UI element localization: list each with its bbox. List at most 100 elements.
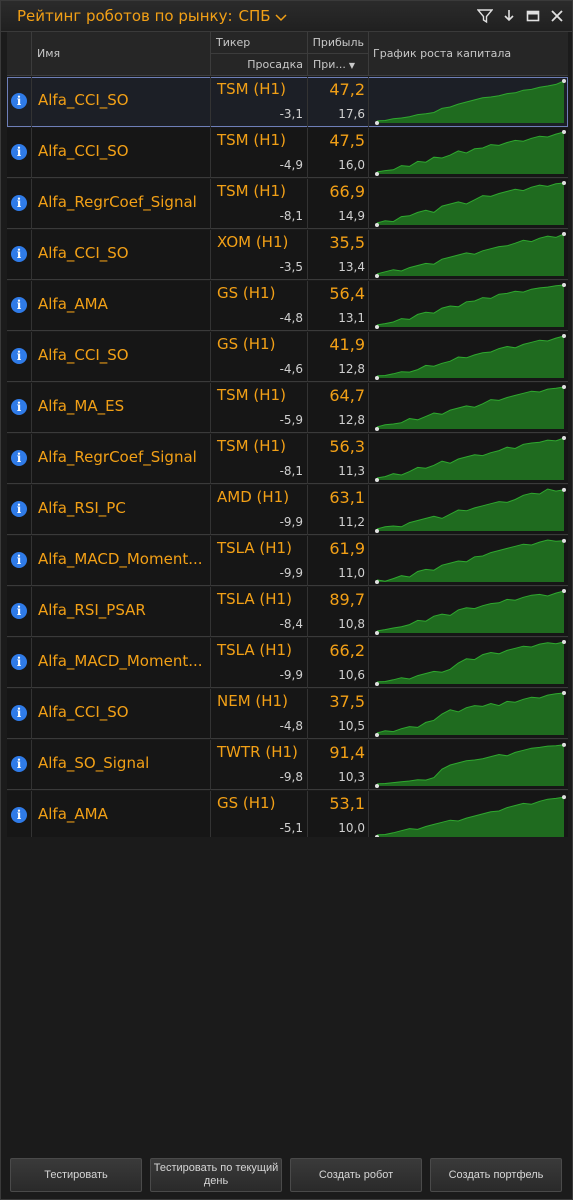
table-row[interactable]: i Alfa_SO_Signal TWTR (H1) -9,8 91,4 10,3: [7, 740, 568, 790]
info-icon[interactable]: i: [11, 195, 27, 211]
equity-area: [377, 183, 564, 225]
test-button[interactable]: Тестировать: [10, 1158, 142, 1192]
cell-divider: [368, 434, 369, 484]
equity-line: [376, 386, 565, 428]
drawdown-value: -4,8: [279, 719, 303, 733]
table-row[interactable]: i Alfa_CCI_SO NEM (H1) -4,8 37,5 10,5: [7, 689, 568, 739]
ticker: TSM (H1): [217, 182, 286, 200]
cell-divider: [210, 638, 211, 688]
equity-line: [376, 692, 565, 734]
chart-end-dot: [562, 385, 566, 389]
cell-divider: [31, 791, 32, 841]
header-divider: [31, 32, 32, 76]
chart-start-dot: [375, 733, 379, 737]
chart-end-dot: [562, 640, 566, 644]
info-icon[interactable]: i: [11, 756, 27, 772]
cell-divider: [210, 740, 211, 790]
drawdown-value: -4,6: [279, 362, 303, 376]
profit-value: 35,5: [329, 233, 365, 252]
info-icon[interactable]: i: [11, 705, 27, 721]
column-header-chart[interactable]: График роста капитала: [373, 47, 512, 60]
table-row[interactable]: i Alfa_RSI_PC AMD (H1) -9,9 63,1 11,2: [7, 485, 568, 535]
create-portfolio-button[interactable]: Создать портфель: [430, 1158, 562, 1192]
cell-divider: [31, 332, 32, 382]
table-row[interactable]: i Alfa_RSI_PSAR TSLA (H1) -8,4 89,7 10,8: [7, 587, 568, 637]
window-title: Рейтинг роботов по рынку: СПБ: [17, 7, 287, 26]
robot-name: Alfa_RegrCoef_Signal: [38, 448, 197, 466]
cell-divider: [368, 230, 369, 280]
ticker: GS (H1): [217, 284, 276, 302]
sort-column-value: 12,8: [338, 413, 365, 427]
info-icon[interactable]: i: [11, 93, 27, 109]
table-row[interactable]: i Alfa_MACD_Moment... TSLA (H1) -9,9 61,9 11,…: [7, 536, 568, 586]
info-icon[interactable]: i: [11, 654, 27, 670]
market-label: СПБ: [238, 7, 271, 25]
ticker: TSM (H1): [217, 80, 286, 98]
equity-area: [377, 132, 564, 174]
info-icon[interactable]: i: [11, 348, 27, 364]
cell-divider: [307, 536, 308, 586]
drawdown-value: -3,5: [279, 260, 303, 274]
chart-start-dot: [375, 325, 379, 329]
capital-growth-chart: [375, 436, 566, 482]
ticker: TSLA (H1): [217, 590, 292, 608]
table-row[interactable]: i Alfa_MACD_Moment... TSLA (H1) -9,9 66,2 10,…: [7, 638, 568, 688]
capital-growth-chart: [375, 283, 566, 329]
table-row[interactable]: i Alfa_RegrCoef_Signal TSM (H1) -8,1 66,9 14,…: [7, 179, 568, 229]
table-row[interactable]: i Alfa_MA_ES TSM (H1) -5,9 64,7 12,8: [7, 383, 568, 433]
cell-divider: [307, 179, 308, 229]
equity-area: [377, 81, 564, 123]
capital-growth-chart: [375, 385, 566, 431]
market-selector[interactable]: СПБ: [239, 7, 287, 25]
table-row[interactable]: i Alfa_CCI_SO GS (H1) -4,6 41,9 12,8: [7, 332, 568, 382]
sort-column-value: 10,8: [338, 617, 365, 631]
table-row[interactable]: i Alfa_CCI_SO TSM (H1) -4,9 47,5 16,0: [7, 128, 568, 178]
cell-divider: [31, 77, 32, 127]
info-icon[interactable]: i: [11, 246, 27, 262]
equity-line: [376, 182, 565, 224]
cell-divider: [31, 230, 32, 280]
chart-start-dot: [375, 682, 379, 686]
drawdown-value: -9,8: [279, 770, 303, 784]
ticker: XOM (H1): [217, 233, 289, 251]
close-icon[interactable]: [548, 7, 566, 25]
table-row[interactable]: i Alfa_CCI_SO TSM (H1) -3,1 47,2 17,6: [7, 77, 568, 127]
chart-start-dot: [375, 223, 379, 227]
cell-divider: [368, 689, 369, 739]
column-header-name[interactable]: Имя: [37, 47, 61, 60]
filter-icon[interactable]: [476, 7, 494, 25]
info-icon[interactable]: i: [11, 450, 27, 466]
cell-divider: [368, 485, 369, 535]
column-header-sort[interactable]: При... ▼: [313, 58, 355, 71]
info-icon[interactable]: i: [11, 297, 27, 313]
column-header-profit[interactable]: Прибыль: [312, 36, 364, 49]
sort-column-value: 13,4: [338, 260, 365, 274]
info-icon[interactable]: i: [11, 603, 27, 619]
cell-divider: [31, 689, 32, 739]
table-row[interactable]: i Alfa_RegrCoef_Signal TSM (H1) -8,1 56,3 11,…: [7, 434, 568, 484]
table-empty-area: [7, 837, 568, 1147]
table-row[interactable]: i Alfa_AMA GS (H1) -5,1 53,1 10,0: [7, 791, 568, 841]
title-bar: Рейтинг роботов по рынку: СПБ: [1, 1, 572, 32]
info-icon[interactable]: i: [11, 807, 27, 823]
test-current-day-button[interactable]: Тестировать по текущий день: [150, 1158, 282, 1192]
profit-value: 47,2: [329, 80, 365, 99]
info-icon[interactable]: i: [11, 144, 27, 160]
info-icon[interactable]: i: [11, 552, 27, 568]
cell-divider: [368, 77, 369, 127]
equity-area: [377, 540, 564, 582]
info-icon[interactable]: i: [11, 501, 27, 517]
minimize-icon[interactable]: [524, 7, 542, 25]
table-row[interactable]: i Alfa_CCI_SO XOM (H1) -3,5 35,5 13,4: [7, 230, 568, 280]
capital-growth-chart: [375, 181, 566, 227]
column-header-drawdown[interactable]: Просадка: [247, 58, 303, 71]
drawdown-value: -3,1: [279, 107, 303, 121]
column-header-ticker[interactable]: Тикер: [216, 36, 251, 49]
create-robot-button[interactable]: Создать робот: [290, 1158, 422, 1192]
sort-column-value: 10,5: [338, 719, 365, 733]
robot-name: Alfa_CCI_SO: [38, 244, 129, 262]
download-icon[interactable]: [500, 7, 518, 25]
table-row[interactable]: i Alfa_AMA GS (H1) -4,8 56,4 13,1: [7, 281, 568, 331]
info-icon[interactable]: i: [11, 399, 27, 415]
profit-value: 61,9: [329, 539, 365, 558]
